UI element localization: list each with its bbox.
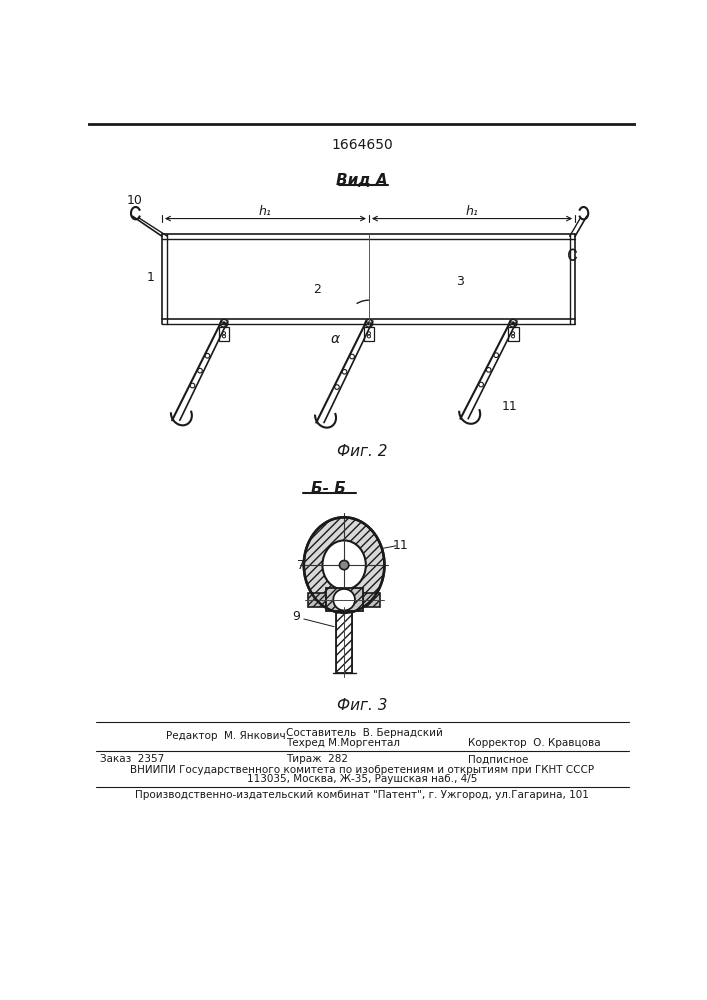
Text: α: α [330,332,339,346]
Text: 10: 10 [127,194,143,207]
Text: 9: 9 [292,610,300,623]
Circle shape [339,560,349,570]
Circle shape [512,322,515,325]
Text: Составитель  В. Бернадский: Составитель В. Бернадский [286,728,443,738]
Text: Б- Б: Б- Б [311,481,346,496]
Ellipse shape [304,517,385,613]
Text: Вид А: Вид А [336,173,387,188]
Bar [337,611,352,673]
Bar [363,593,380,607]
Circle shape [333,589,355,610]
Bar [325,588,363,611]
Text: 1: 1 [146,271,154,284]
Text: Подписное: Подписное [468,754,529,764]
Text: Редактор  М. Янкович: Редактор М. Янкович [166,731,286,741]
Text: 3: 3 [457,275,464,288]
Text: Техред М.Моргентал: Техред М.Моргентал [286,738,400,748]
Bar [363,327,374,341]
Text: Заказ  2357: Заказ 2357 [100,754,164,764]
Text: Корректор  О. Кравцова: Корректор О. Кравцова [468,738,601,748]
Text: Фиг. 3: Фиг. 3 [337,698,387,713]
Text: 11: 11 [393,539,409,552]
Circle shape [223,322,226,325]
Bar [337,611,352,673]
Circle shape [368,322,370,325]
Bar [508,327,518,341]
Ellipse shape [322,540,366,590]
Text: 7: 7 [298,559,305,572]
Text: Фиг. 2: Фиг. 2 [337,444,387,459]
Ellipse shape [304,517,385,613]
Text: 2: 2 [313,283,321,296]
Text: ВНИИПИ Государственного комитета по изобретениям и открытиям при ГКНТ СССР: ВНИИПИ Государственного комитета по изоб… [130,765,594,775]
Text: h₁: h₁ [259,205,271,218]
Text: h₁: h₁ [466,205,479,218]
Text: 113035, Москва, Ж-35, Раушская наб., 4/5: 113035, Москва, Ж-35, Раушская наб., 4/5 [247,774,477,784]
Bar [218,327,230,341]
Text: 11: 11 [502,400,518,413]
Bar [308,593,325,607]
Text: 1664650: 1664650 [331,138,393,152]
Text: Производственно-издательский комбинат "Патент", г. Ужгород, ул.Гагарина, 101: Производственно-издательский комбинат "П… [135,790,589,800]
Text: Тираж  282: Тираж 282 [286,754,348,764]
